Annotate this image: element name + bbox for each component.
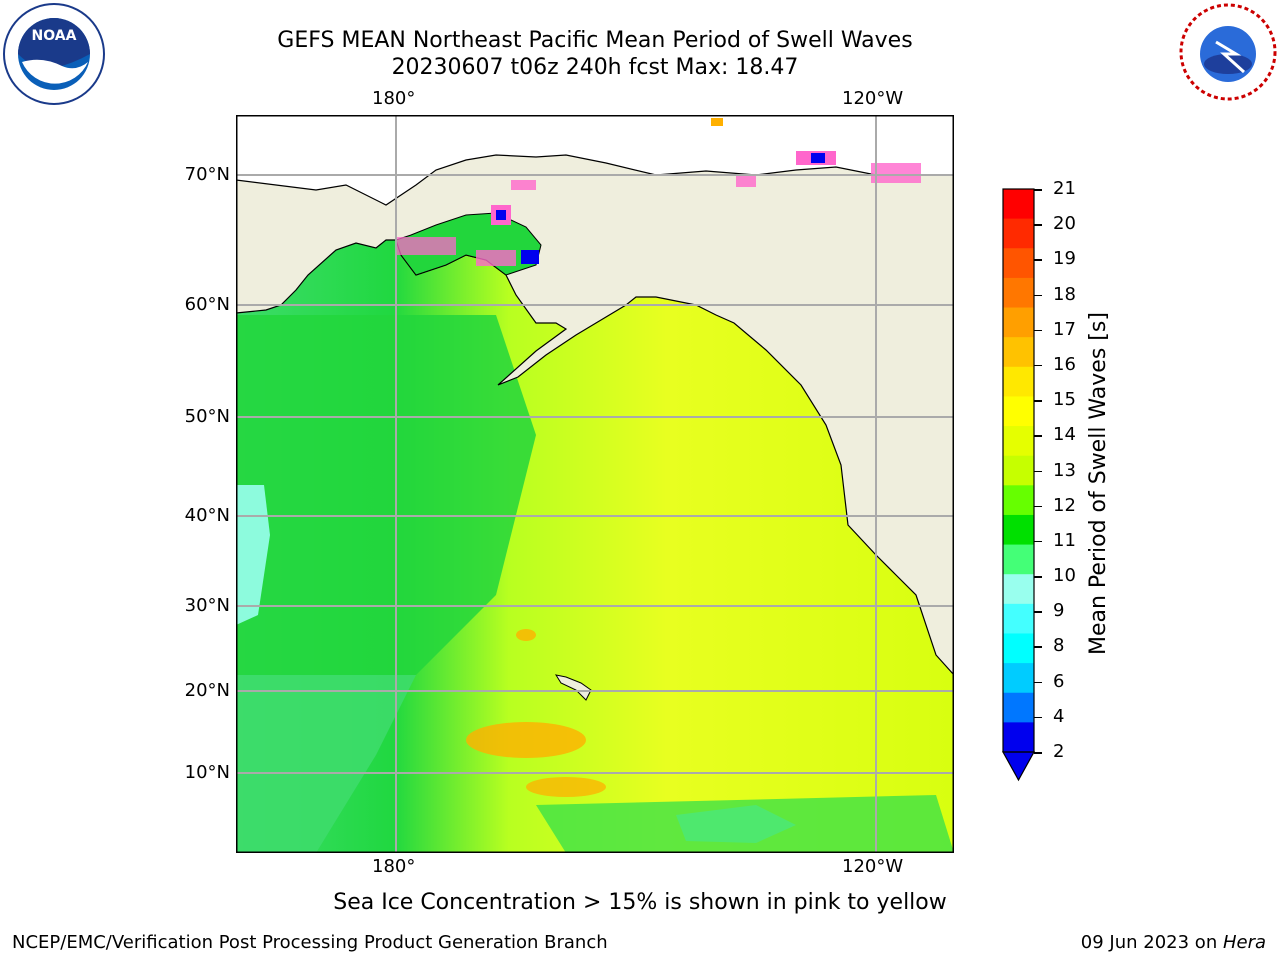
colorbar-tick bbox=[1034, 646, 1042, 648]
sea-ice-note: Sea Ice Concentration > 15% is shown in … bbox=[333, 890, 947, 915]
lat-label-70n: 70°N bbox=[184, 164, 230, 185]
colorbar-segment bbox=[1003, 396, 1034, 427]
colorbar-segment bbox=[1003, 277, 1034, 309]
colorbar-tick-label: 15 bbox=[1053, 389, 1076, 411]
footer-host: Hera bbox=[1222, 932, 1266, 953]
colorbar-tick bbox=[1034, 224, 1042, 226]
colorbar-segment bbox=[1003, 366, 1034, 397]
lat-label-40n: 40°N bbox=[184, 505, 230, 526]
colorbar-tick bbox=[1034, 435, 1042, 437]
colorbar-segment bbox=[1003, 337, 1034, 368]
colorbar bbox=[1001, 188, 1036, 782]
colorbar-tick-label: 12 bbox=[1053, 494, 1076, 516]
colorbar-segment bbox=[1003, 574, 1034, 605]
southern-green-band bbox=[236, 675, 416, 853]
colorbar-segment bbox=[1003, 544, 1034, 575]
colorbar-tick bbox=[1034, 294, 1042, 297]
colorbar-tick bbox=[1034, 364, 1042, 367]
colorbar-tick-label: 18 bbox=[1053, 283, 1076, 305]
colorbar-tick-label: 6 bbox=[1053, 670, 1065, 692]
colorbar-segment bbox=[1003, 248, 1034, 279]
arctic-ocean bbox=[236, 115, 954, 205]
colorbar-tick-label: 9 bbox=[1053, 600, 1065, 622]
cyan-patch-west bbox=[236, 485, 270, 625]
lat-label-20n: 20°N bbox=[184, 680, 230, 701]
orange-patch-3 bbox=[516, 629, 536, 641]
colorbar-tick bbox=[1034, 259, 1042, 261]
colorbar-tick-label: 17 bbox=[1053, 318, 1076, 340]
colorbar-segment bbox=[1003, 426, 1034, 457]
lon-label-bottom-180: 180° bbox=[372, 856, 416, 877]
title-line-1: GEFS MEAN Northeast Pacific Mean Period … bbox=[277, 28, 913, 53]
lat-label-10n: 10°N bbox=[184, 762, 230, 783]
nws-logo bbox=[1178, 2, 1278, 102]
footer-date: 09 Jun 2023 on bbox=[1080, 932, 1223, 953]
lat-label-50n: 50°N bbox=[184, 406, 230, 427]
hawaii-islands bbox=[554, 674, 592, 701]
sea-ice bbox=[396, 118, 921, 266]
colorbar-tick bbox=[1034, 400, 1042, 402]
colorbar-tick-label: 4 bbox=[1053, 705, 1065, 727]
colorbar-tick-label: 20 bbox=[1053, 213, 1076, 235]
colorbar-tick bbox=[1034, 189, 1042, 191]
colorbar-segment bbox=[1003, 307, 1034, 338]
colorbar-tick-label: 11 bbox=[1053, 529, 1076, 551]
colorbar-segment bbox=[1003, 485, 1034, 516]
colorbar-tick-label: 14 bbox=[1053, 424, 1076, 446]
colorbar-segment bbox=[1003, 633, 1034, 664]
colorbar-tick bbox=[1034, 752, 1042, 754]
colorbar-segment bbox=[1003, 692, 1034, 723]
colorbar-tick bbox=[1034, 681, 1042, 684]
noaa-logo: NOAA bbox=[2, 2, 106, 106]
colorbar-tick bbox=[1034, 329, 1042, 332]
lat-label-30n: 30°N bbox=[184, 595, 230, 616]
arctic-coastline bbox=[236, 154, 954, 206]
colorbar-segment bbox=[1003, 189, 1034, 220]
colorbar-tick bbox=[1034, 576, 1042, 578]
swell-period-map bbox=[236, 115, 954, 853]
colorbar-segment bbox=[1003, 218, 1034, 249]
colorbar-label-wrap: Mean Period of Swell Waves [s] bbox=[1078, 312, 1138, 655]
colorbar-tick-label: 16 bbox=[1053, 353, 1076, 375]
colorbar-tick-label: 21 bbox=[1053, 178, 1076, 199]
noaa-logo-text: NOAA bbox=[32, 28, 77, 44]
colorbar-tick-label: 2 bbox=[1053, 741, 1065, 762]
colorbar-segment bbox=[1003, 603, 1034, 634]
colorbar-segment bbox=[1003, 455, 1034, 486]
colorbar-tick-label: 19 bbox=[1053, 248, 1076, 270]
colorbar-tick bbox=[1034, 540, 1042, 543]
colorbar-tick-label: 13 bbox=[1053, 459, 1076, 481]
equatorial-green-band bbox=[536, 795, 954, 853]
western-green-zone bbox=[236, 315, 536, 675]
colorbar-segment bbox=[1003, 514, 1034, 546]
colorbar-tick-label: 10 bbox=[1053, 565, 1076, 587]
lon-label-top-180: 180° bbox=[372, 88, 416, 109]
orange-patch-2 bbox=[526, 777, 606, 797]
title-line-2: 20230607 t06z 240h fcst Max: 18.47 bbox=[391, 55, 799, 80]
colorbar-segment bbox=[1003, 663, 1034, 694]
graticule bbox=[236, 115, 954, 853]
colorbar-tick bbox=[1034, 470, 1042, 472]
footer-right: 09 Jun 2023 on Hera bbox=[1081, 932, 1266, 953]
lon-label-bottom-120w: 120°W bbox=[842, 856, 904, 877]
colorbar-extend-arrow bbox=[1001, 751, 1036, 782]
orange-patch-1 bbox=[466, 722, 586, 758]
colorbar-label: Mean Period of Swell Waves [s] bbox=[1086, 312, 1111, 655]
colorbar-tick bbox=[1034, 611, 1042, 613]
footer-left: NCEP/EMC/Verification Post Processing Pr… bbox=[12, 932, 608, 953]
lat-label-60n: 60°N bbox=[184, 294, 230, 315]
colorbar-tick bbox=[1034, 505, 1042, 508]
map-frame bbox=[236, 115, 954, 853]
colorbar-tick bbox=[1034, 716, 1042, 719]
colorbar-tick-label: 8 bbox=[1053, 635, 1065, 657]
colorbar-segment bbox=[1003, 722, 1034, 753]
lon-label-top-120w: 120°W bbox=[842, 88, 904, 109]
